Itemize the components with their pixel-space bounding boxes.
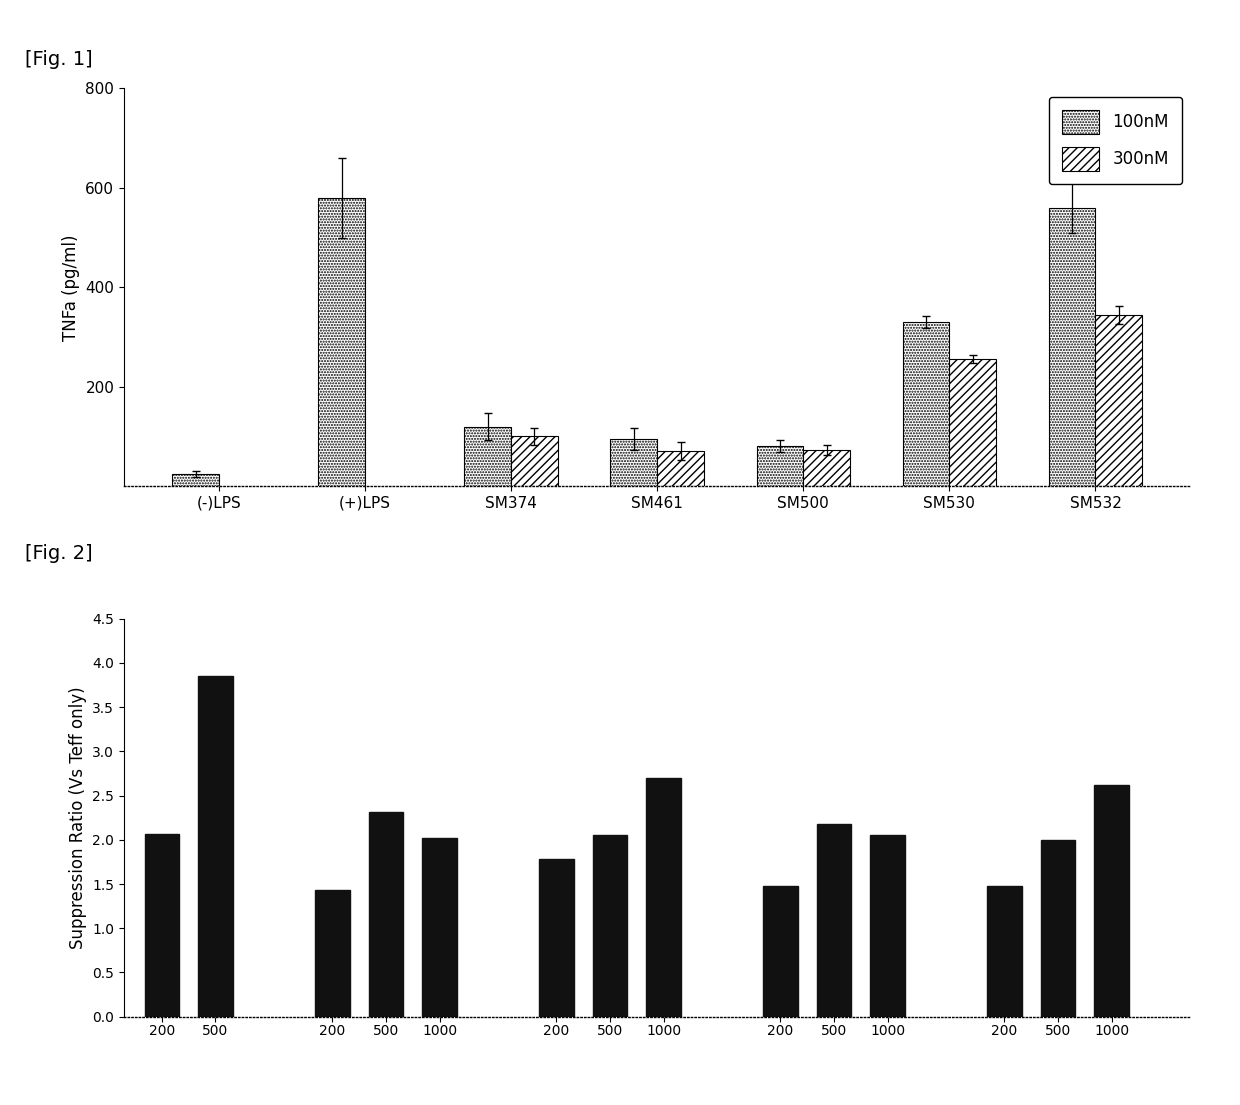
Bar [172,474,219,486]
Bar [804,451,851,486]
Bar [610,439,657,486]
Bar [950,359,996,486]
Bar [646,778,681,1017]
Bar [756,446,804,486]
Legend: 100nM, 300nM: 100nM, 300nM [1049,97,1182,183]
Bar [464,427,511,486]
Y-axis label: Suppression Ratio (Vs Teff only): Suppression Ratio (Vs Teff only) [68,686,87,949]
Bar [319,198,365,486]
Bar [1094,785,1128,1017]
Bar [539,860,574,1017]
Y-axis label: TNFa (pg/ml): TNFa (pg/ml) [62,234,79,340]
Bar [511,436,558,486]
Bar [657,451,704,486]
Bar [816,824,851,1017]
Text: [Fig. 2]: [Fig. 2] [25,544,93,562]
Bar [1095,315,1142,486]
Bar [1040,840,1075,1017]
Bar [422,838,456,1017]
Bar [593,835,627,1017]
Bar [870,835,905,1017]
Bar [763,886,797,1017]
Bar [315,891,350,1017]
Bar [1049,208,1095,486]
Bar [198,676,233,1017]
Bar [987,886,1022,1017]
Bar [145,833,180,1017]
Bar [903,323,950,486]
Bar [368,811,403,1017]
Text: [Fig. 1]: [Fig. 1] [25,50,93,69]
